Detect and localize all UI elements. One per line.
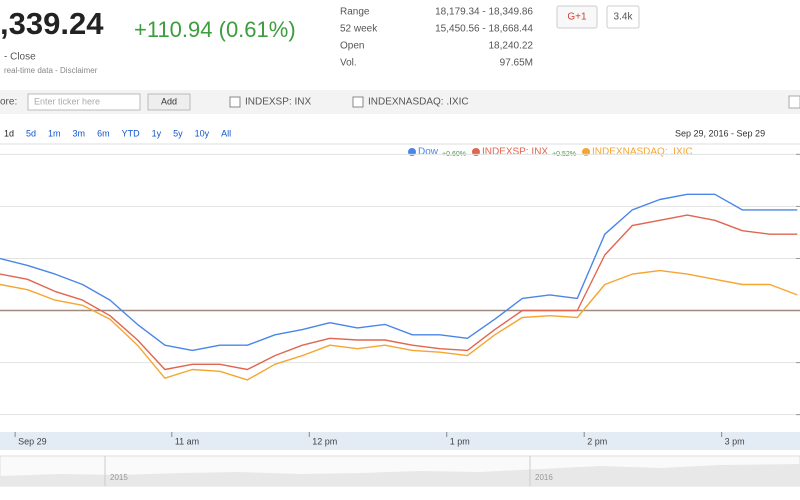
legend-name: INDEXSP: INX [482, 147, 548, 158]
stat-label: Vol. [340, 58, 357, 69]
legend-name: INDEXNASDAQ: .IXIC [592, 147, 693, 158]
stat-value: 15,450.56 - 18,668.44 [435, 24, 533, 35]
series-line [0, 269, 798, 381]
checkbox[interactable] [352, 96, 364, 108]
stat-label: Range [340, 7, 370, 18]
compare-label: ore: [0, 97, 17, 108]
period-link[interactable]: 1d [4, 128, 14, 138]
series-line [0, 193, 798, 352]
navigator-label: 2016 [535, 473, 553, 482]
x-axis: Sep 29 11 am 12 pm 1 pm 2 pm 3 pm [14, 432, 745, 446]
quote-change: +110.94 (0.61%) [134, 17, 296, 42]
add-label: Add [161, 96, 177, 106]
ticker-placeholder: Enter ticker here [34, 96, 100, 106]
share-count[interactable]: 3.4k [606, 5, 640, 29]
plus-one-button[interactable]: G+1 [556, 5, 598, 29]
period-link[interactable]: 3m [73, 128, 86, 138]
x-tick-label: 1 pm [450, 436, 470, 446]
quote: ,339.24 [0, 6, 104, 41]
x-tick-label: 2 pm [587, 436, 607, 446]
disclaimer: real-time data - Disclaimer [4, 66, 98, 75]
close-label: - Close [4, 52, 36, 63]
stat-label: 52 week [340, 24, 378, 35]
period-link[interactable]: 10y [195, 128, 210, 138]
settings-button[interactable] [788, 95, 800, 109]
x-tick-label: 3 pm [725, 436, 745, 446]
stat-value: 18,179.34 - 18,349.86 [435, 7, 533, 18]
compare-check: INDEXNASDAQ: .IXIC [368, 97, 469, 108]
x-tick-label: 11 am [175, 436, 199, 446]
stat-value: 18,240.22 [489, 41, 534, 52]
series-line [0, 214, 798, 371]
stat-label: Open [340, 41, 364, 52]
ticker-input[interactable] [27, 93, 141, 111]
stats: Range 18,179.34 - 18,349.86 52 week 15,4… [340, 7, 533, 69]
period-link[interactable]: 5d [26, 128, 36, 138]
button-label[interactable]: G+1 [567, 12, 587, 23]
stat-value: 97.65M [500, 58, 533, 69]
period-link[interactable]: 5y [173, 128, 183, 138]
navigator-area [0, 464, 800, 486]
period-link[interactable]: YTD [122, 128, 141, 138]
period-link[interactable]: All [221, 128, 231, 138]
legend-name: Dow [418, 147, 439, 158]
period-link[interactable]: 1y [152, 128, 162, 138]
legend: Dow +0.60% INDEXSP: INX +0.52% INDEXNASDAQ: … [408, 147, 693, 158]
compare-check: INDEXSP: INX [245, 97, 311, 108]
date-range: Sep 29, 2016 - Sep 29 [675, 128, 765, 138]
period-link[interactable]: 6m [97, 128, 110, 138]
period-links: 1d 5d 1m 3m 6m YTD 1y 5y 10y All [4, 128, 231, 138]
navigator-label: 2015 [110, 473, 128, 482]
button-label[interactable]: 3.4k [614, 12, 634, 23]
x-tick-label: Sep 29 [18, 436, 47, 446]
plot [0, 153, 800, 416]
period-link[interactable]: 1m [48, 128, 61, 138]
add-button[interactable] [147, 93, 191, 111]
checkbox[interactable] [229, 96, 241, 108]
x-axis-band [0, 432, 800, 450]
x-tick-label: 12 pm [312, 436, 337, 446]
